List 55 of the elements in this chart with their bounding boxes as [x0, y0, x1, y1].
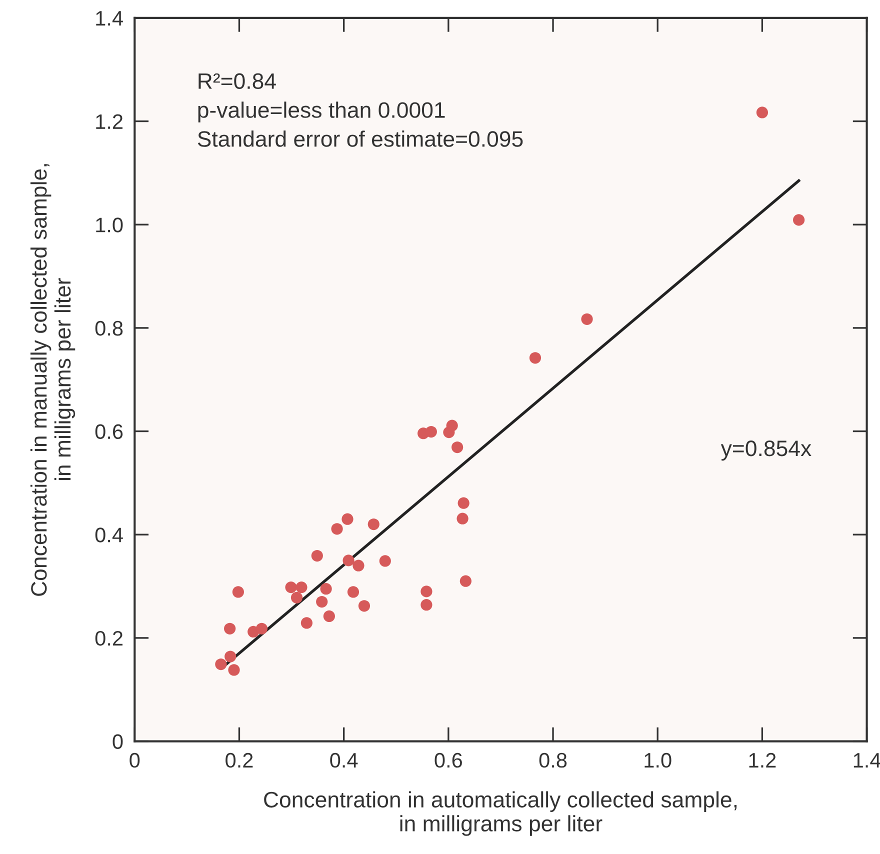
point: [446, 420, 458, 432]
point: [529, 352, 542, 364]
point: [368, 518, 380, 530]
y-tick-label: 1.4: [96, 11, 123, 26]
annotation: R²=0.84: [198, 73, 276, 89]
x-tick-label: 0.2: [226, 752, 253, 768]
point: [458, 497, 470, 509]
point: [347, 586, 360, 598]
y-axis-title: Concentration in manually collected sample, in milligrams per liter: [30, 164, 76, 596]
x-tick-label: 0.8: [539, 752, 567, 768]
point: [352, 560, 364, 572]
y-tick-label: 0.4: [95, 528, 123, 542]
point: [296, 581, 308, 594]
annotation: p-value=less than 0.0001: [198, 102, 445, 122]
point: [581, 313, 593, 325]
y-tick-label: 0.8: [95, 320, 123, 336]
y-tick-label: 0.2: [95, 630, 122, 646]
x-tick-label: 1.2: [749, 752, 776, 768]
text: y=0.854x: [720, 440, 812, 461]
point: [420, 586, 432, 598]
y-tick-label: 1.2: [96, 114, 122, 129]
point: [311, 550, 323, 562]
point: [224, 622, 236, 634]
y-tick-label: 1.0: [96, 218, 123, 232]
point: [232, 586, 244, 598]
annotation: Standard error of estimate=0.095: [198, 130, 523, 147]
point: [290, 592, 303, 604]
point: [285, 581, 297, 594]
point: [420, 599, 432, 611]
point: [456, 512, 468, 524]
point: [342, 513, 354, 525]
point: [425, 426, 437, 438]
x-tick-label: 1.0: [644, 752, 672, 768]
point: [320, 583, 332, 595]
point: [342, 554, 354, 566]
point: [331, 523, 343, 535]
point: [323, 610, 335, 622]
x-tick-label: 0.4: [330, 752, 358, 768]
point: [793, 214, 805, 226]
point: [358, 600, 370, 612]
point: [452, 441, 464, 454]
y-tick-label: 0: [112, 734, 123, 750]
point: [228, 664, 240, 676]
x-tick-label: 0: [130, 752, 140, 768]
point: [756, 106, 768, 118]
point: [215, 658, 227, 670]
y-tick-label: 0.6: [95, 424, 123, 440]
x-axis-title: Concentration in automatically collected sample, in milligrams per liter: [264, 791, 737, 836]
x-tick-label: 0.6: [434, 752, 462, 768]
point: [460, 575, 472, 587]
point: [256, 622, 268, 634]
point: [224, 650, 236, 662]
point: [316, 596, 328, 608]
point: [300, 617, 313, 629]
point: [379, 555, 391, 567]
